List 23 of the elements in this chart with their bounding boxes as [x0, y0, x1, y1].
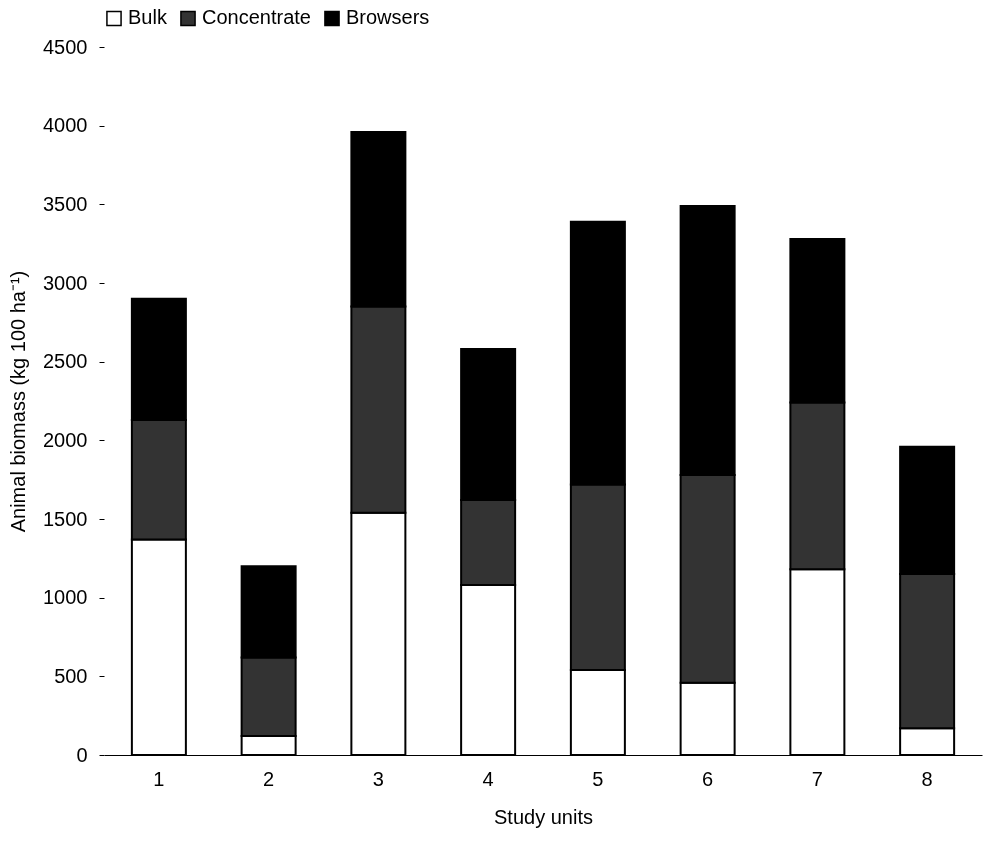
x-tick-label: 1 [153, 767, 165, 790]
y-tick-label: 1000 [43, 586, 88, 609]
y-tick-label: 0 [76, 743, 88, 766]
x-tick-label: 8 [921, 767, 933, 790]
y-tick-label: 4500 [43, 35, 88, 58]
legend-label: Concentrate [202, 6, 311, 29]
x-tick-label: 7 [811, 767, 823, 790]
x-tick-label: 2 [263, 767, 275, 790]
legend-label: Bulk [128, 6, 168, 29]
x-axis-title: Study units [494, 805, 593, 828]
legend-label: Browsers [346, 6, 430, 29]
y-tick-label: 3500 [43, 192, 88, 215]
x-tick-label: 3 [372, 767, 384, 790]
y-tick-label: 500 [54, 664, 88, 687]
y-tick-label: 4000 [43, 114, 88, 137]
y-tick-label: 1500 [43, 507, 88, 530]
x-tick-label: 5 [592, 767, 604, 790]
x-tick-label: 6 [702, 767, 714, 790]
y-axis-title: Animal biomass (kg 100 ha⁻¹) [7, 270, 30, 533]
x-tick-label: 4 [482, 767, 494, 790]
y-tick-label: 2000 [43, 428, 88, 451]
y-tick-label: 3000 [43, 271, 88, 294]
y-tick-label: 2500 [43, 350, 88, 373]
